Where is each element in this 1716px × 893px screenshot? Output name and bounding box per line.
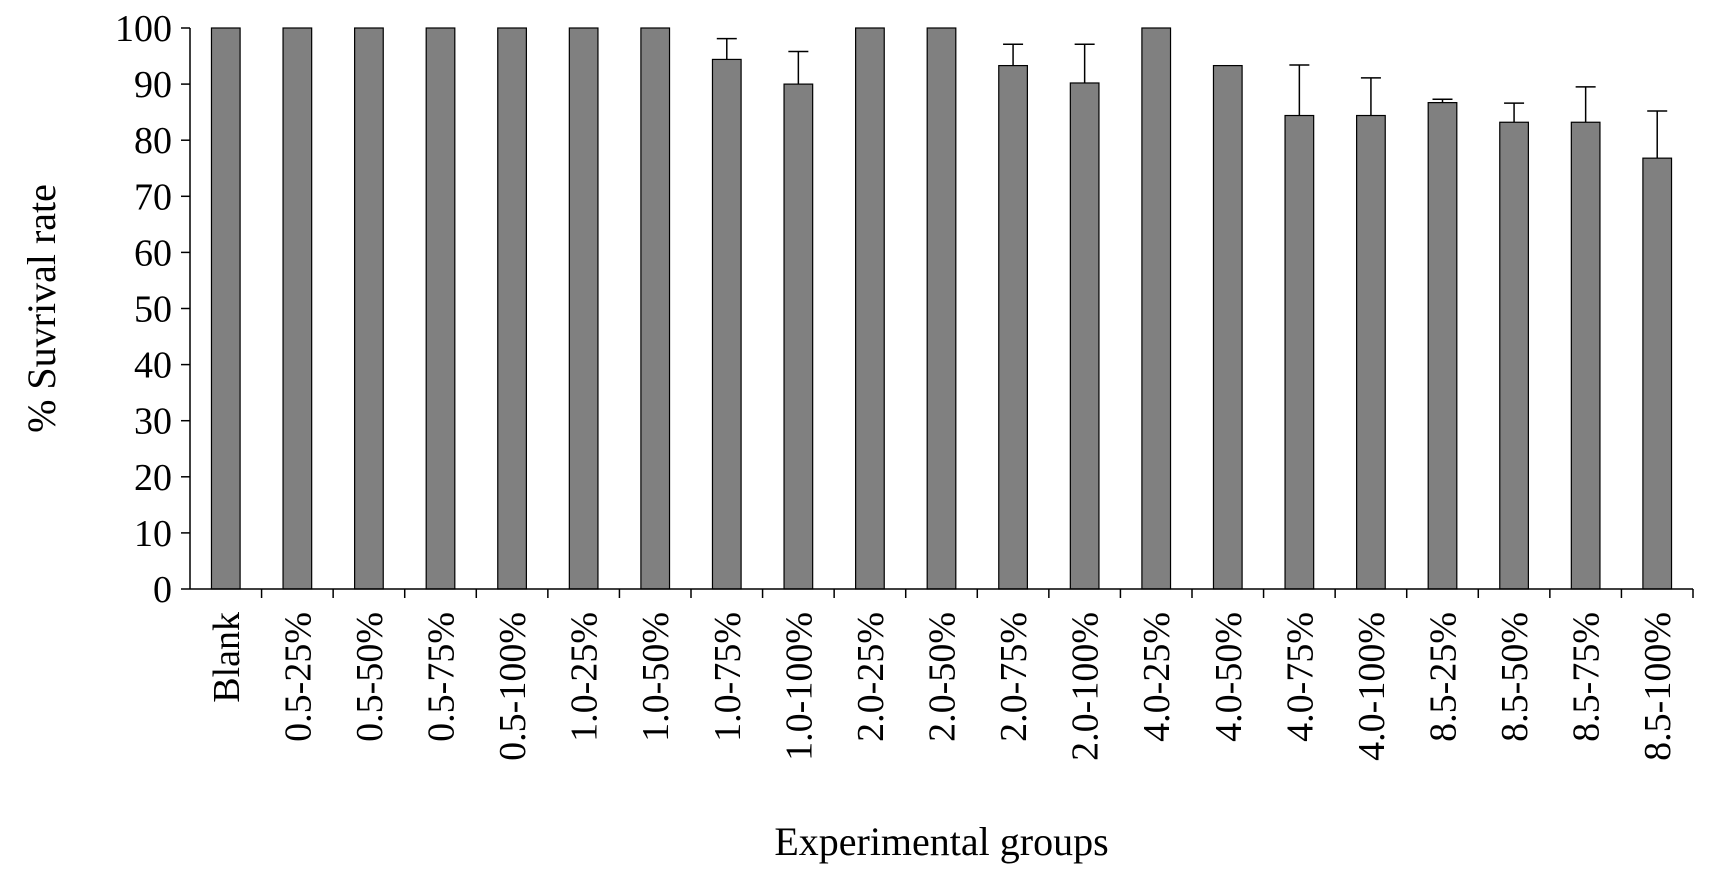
x-tick-label: 4.0-25% bbox=[1136, 612, 1178, 742]
x-tick-label: 8.5-50% bbox=[1494, 612, 1536, 742]
y-tick-label: 90 bbox=[134, 64, 172, 106]
x-tick-label: 8.5-75% bbox=[1566, 612, 1608, 742]
y-axis-title: % Suvrival rate bbox=[19, 184, 64, 433]
y-tick-label: 20 bbox=[134, 457, 172, 499]
x-tick-label: 2.0-25% bbox=[850, 612, 892, 742]
bar bbox=[1427, 102, 1458, 590]
x-tick-label: 2.0-75% bbox=[993, 612, 1035, 742]
x-tick-label: Blank bbox=[206, 612, 248, 703]
x-tick-label: 1.0-25% bbox=[564, 612, 606, 742]
bar bbox=[1141, 27, 1172, 590]
y-tick-label: 10 bbox=[134, 513, 172, 555]
x-tick-label: 0.5-25% bbox=[277, 612, 319, 742]
bar bbox=[1356, 114, 1386, 590]
x-tick-label: 1.0-100% bbox=[778, 612, 820, 761]
x-tick-label: 0.5-50% bbox=[349, 612, 391, 742]
x-ticks-group: Blank 0.5-25% 0.5-50% 0.5-75% 0.5-100% 1.0-25… bbox=[206, 589, 1694, 761]
y-tick-label: 50 bbox=[134, 289, 172, 331]
x-tick-label: 8.5-25% bbox=[1423, 612, 1465, 742]
bar bbox=[282, 27, 313, 590]
x-tick-label: 0.5-100% bbox=[492, 612, 534, 761]
bar bbox=[998, 64, 1028, 590]
x-tick-label: 1.0-50% bbox=[635, 612, 677, 742]
bar bbox=[926, 27, 957, 590]
bar bbox=[1499, 121, 1529, 590]
bar bbox=[640, 27, 671, 590]
bar bbox=[354, 27, 384, 590]
x-tick-label: 8.5-100% bbox=[1637, 612, 1679, 761]
x-tick-label: 1.0-75% bbox=[707, 612, 749, 742]
x-tick-label: 4.0-75% bbox=[1279, 612, 1321, 742]
bar bbox=[1212, 64, 1243, 590]
bar bbox=[1642, 157, 1673, 590]
x-tick-label: 2.0-50% bbox=[922, 612, 964, 742]
y-tick-label: 30 bbox=[134, 401, 172, 443]
bar bbox=[855, 27, 885, 590]
bar bbox=[783, 83, 814, 590]
x-tick-label: 2.0-100% bbox=[1065, 612, 1107, 761]
y-ticks-group: 0 10 20 30 40 50 60 70 80 90 100 bbox=[115, 8, 190, 611]
x-tick-label: 4.0-50% bbox=[1208, 612, 1250, 742]
y-tick-label: 80 bbox=[134, 120, 172, 162]
y-tick-label: 70 bbox=[134, 176, 172, 218]
bars-group bbox=[210, 27, 1673, 590]
y-tick-label: 40 bbox=[134, 345, 172, 387]
bar bbox=[497, 27, 527, 590]
bar bbox=[568, 27, 599, 590]
bar bbox=[711, 58, 742, 590]
error-bars-group bbox=[716, 37, 1668, 159]
y-tick-label: 100 bbox=[115, 8, 172, 50]
bar bbox=[1570, 121, 1601, 590]
y-tick-label: 0 bbox=[153, 569, 172, 611]
x-tick-label: 4.0-100% bbox=[1351, 612, 1393, 761]
bar bbox=[210, 27, 241, 590]
x-axis-title: Experimental groups bbox=[774, 819, 1108, 864]
bar bbox=[1069, 82, 1100, 590]
bar bbox=[1284, 114, 1315, 590]
bar bbox=[425, 27, 456, 590]
x-tick-label: 0.5-75% bbox=[421, 612, 463, 742]
y-tick-label: 60 bbox=[134, 232, 172, 274]
